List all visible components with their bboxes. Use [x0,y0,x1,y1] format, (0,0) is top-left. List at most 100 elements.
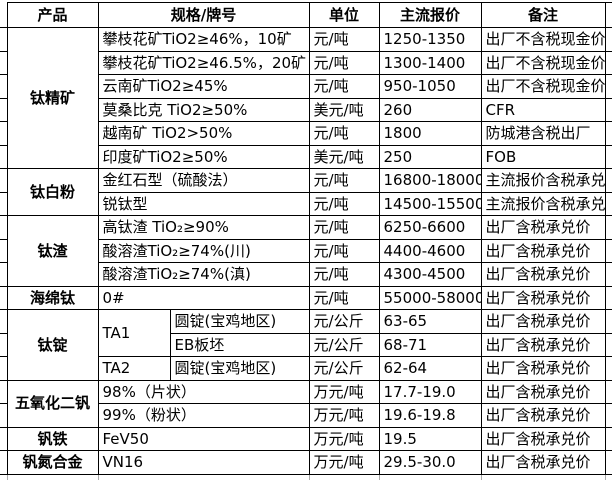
remark-cell: 主流报价含税承兑 [480,168,606,193]
table-row: 海绵钛 0# 元/吨 55000-58000 出厂含税承兑价 [0,285,612,310]
spec-cell: 酸溶渣TiO₂≥74%(滇) [97,262,310,287]
spec-cell: 攀枝花矿TiO2≥46.5%，20矿 [97,50,310,75]
spec-cell: 印度矿TiO2≥50% [97,144,310,169]
price-cell: 6250-6600 [378,215,482,240]
spec-cell: 云南矿TiO2≥45% [97,74,310,99]
left-sliver [0,2,8,28]
table-row: 五氧化二钒 98%（片状） 万元/吨 17.7-19.0 出厂含税承兑价 [0,379,612,428]
right-sliver [604,2,612,28]
table-row: 云南矿TiO2≥45% 元/吨 950-1050 出厂不含税现金价 [0,74,612,99]
table-row: 酸溶渣TiO₂≥74%(川) 元/吨 4400-4600 出厂含税承兑价 [0,238,612,263]
unit-cell: 元/吨 [308,168,380,193]
spec-cell: 99%（粉状） [97,403,310,428]
unit-cell: 元/吨 [308,215,380,240]
spec-cell: 锐钛型 [97,191,310,216]
table-row: TA2 圆锭(宝鸡地区) 元/公斤 62-64 出厂含税承兑价 [0,356,612,381]
product-cell: 钒铁 [6,426,99,451]
spec-cell: FeV50 [97,426,310,451]
remark-cell: 主流报价含税承兑 [480,191,606,216]
spec-cell: 0# [97,285,310,310]
table-row: 锐钛型 元/吨 14500-15500 主流报价含税承兑 [0,191,612,216]
spec-cell: 高钛渣 TiO₂≥90% [97,215,310,240]
price-cell: 260 [378,97,482,122]
unit-cell: 万元/吨 [308,403,380,428]
price-cell: 19.5 [378,426,482,451]
table-row: EB板坯 元/公斤 68-71 出厂含税承兑价 [0,332,612,357]
col-header-spec: 规格/牌号 [97,2,310,28]
remark-cell: 出厂含税承兑价 [480,356,606,381]
spec-cell: 越南矿 TiO2>50% [97,121,310,146]
unit-cell: 元/吨 [308,262,380,287]
product-cell: 五氧化二钒 [6,379,99,428]
grade-cell: TA2 [97,356,171,381]
price-cell: 29.5-30.0 [378,450,482,475]
unit-cell: 万元/吨 [308,379,380,404]
unit-cell: 元/吨 [308,285,380,310]
product-cell: 钛渣 [6,215,99,287]
unit-cell: 美元/吨 [308,97,380,122]
remark-cell: CFR [480,97,606,122]
table-row: 越南矿 TiO2>50% 元/吨 1800 防城港含税出厂 [0,121,612,146]
unit-cell: 元/吨 [308,50,380,75]
price-cell: 62-64 [378,356,482,381]
remark-cell: 出厂含税承兑价 [480,379,606,404]
table-row: 攀枝花矿TiO2≥46.5%，20矿 元/吨 1300-1400 出厂不含税现金… [0,50,612,75]
price-cell: 1250-1350 [378,27,482,52]
product-cell: 钛锭 [6,309,99,381]
remark-cell: 出厂含税承兑价 [480,285,606,310]
spec-cell: VN16 [97,450,310,475]
table-row: 钒氮合金 VN16 万元/吨 29.5-30.0 出厂含税承兑价 [0,450,612,475]
remark-cell: 出厂含税承兑价 [480,450,606,475]
unit-cell: 万元/吨 [308,450,380,475]
remark-cell: 出厂不含税现金价 [480,50,606,75]
unit-cell: 元/公斤 [308,356,380,381]
unit-cell: 元/公斤 [308,309,380,334]
price-cell: 1300-1400 [378,50,482,75]
price-cell: 55000-58000 [378,285,482,310]
price-cell: 16800-18000 [378,168,482,193]
unit-cell: 元/吨 [308,27,380,52]
remark-cell: 出厂不含税现金价 [480,74,606,99]
col-header-remark: 备注 [480,2,606,28]
remark-cell: 防城港含税出厂 [480,121,606,146]
price-cell: 63-65 [378,309,482,334]
col-header-price: 主流报价 [378,2,482,28]
spec-cell: 圆锭(宝鸡地区) [169,309,310,334]
remark-cell: 出厂不含税现金价 [480,27,606,52]
table-row: 99%（粉状） 万元/吨 19.6-19.8 出厂含税承兑价 [0,403,612,428]
price-cell: 950-1050 [378,74,482,99]
remark-cell: 出厂含税承兑价 [480,332,606,357]
unit-cell: 美元/吨 [308,144,380,169]
unit-cell: 元/吨 [308,74,380,99]
unit-cell: 元/吨 [308,238,380,263]
price-cell: 14500-15500 [378,191,482,216]
remark-cell: 出厂含税承兑价 [480,309,606,334]
table-row: 印度矿TiO2≥50% 美元/吨 250 FOB [0,144,612,169]
table-row: 钛精矿 攀枝花矿TiO2≥46%，10矿 元/吨 1250-1350 出厂不含税… [0,27,612,169]
spec-cell: 酸溶渣TiO₂≥74%(川) [97,238,310,263]
remark-cell: 出厂含税承兑价 [480,426,606,451]
price-cell: 17.7-19.0 [378,379,482,404]
price-cell: 4400-4600 [378,238,482,263]
product-cell: 钛精矿 [6,27,99,169]
spec-cell: EB板坯 [169,332,310,357]
table-row: 酸溶渣TiO₂≥74%(滇) 元/吨 4300-4500 出厂含税承兑价 [0,262,612,287]
table-row: 钒铁 FeV50 万元/吨 19.5 出厂含税承兑价 [0,426,612,451]
unit-cell: 万元/吨 [308,426,380,451]
table-row: 钛渣 高钛渣 TiO₂≥90% 元/吨 6250-6600 出厂含税承兑价 [0,215,612,287]
price-cell: 68-71 [378,332,482,357]
grade-cell: TA1 [97,309,171,357]
product-cell: 钒氮合金 [6,450,99,475]
product-cell: 钛白粉 [6,168,99,216]
spec-cell: 圆锭(宝鸡地区) [169,356,310,381]
header-row: 产品 规格/牌号 单位 主流报价 备注 [0,2,612,28]
spec-cell: 金红石型（硫酸法） [97,168,310,193]
spec-cell: 98%（片状） [97,379,310,404]
table-row: 钛锭 TA1 圆锭(宝鸡地区) 元/公斤 63-65 出厂含税承兑价 [0,309,612,381]
remark-cell: FOB [480,144,606,169]
price-cell: 4300-4500 [378,262,482,287]
spec-cell: 攀枝花矿TiO2≥46%，10矿 [97,27,310,52]
spec-cell: 莫桑比克 TiO2≥50% [97,97,310,122]
